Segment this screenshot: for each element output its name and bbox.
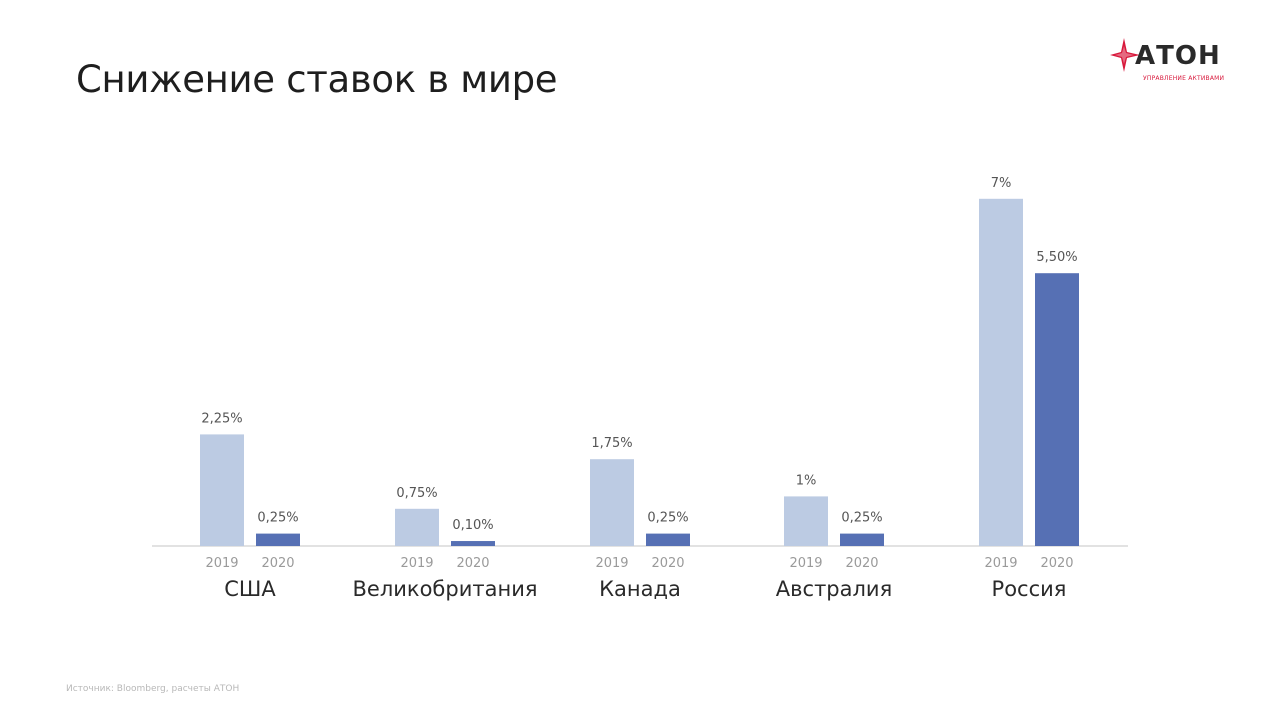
period-label-2019-3: 2019 <box>595 556 628 571</box>
category-label-1: США <box>224 577 276 601</box>
period-label-2020-4: 2020 <box>845 556 878 571</box>
period-label-2019-2: 2019 <box>400 556 433 571</box>
bar-2019-4 <box>784 496 828 546</box>
bar-2020-4 <box>840 533 884 546</box>
data-label-2019-2: 0,75% <box>396 486 437 501</box>
category-label-3: Канада <box>599 577 681 601</box>
period-label-2019-4: 2019 <box>789 556 822 571</box>
bar-2020-1 <box>256 533 300 546</box>
data-label-2019-1: 2,25% <box>201 411 242 426</box>
data-label-2020-1: 0,25% <box>257 511 298 526</box>
category-label-2: Великобритания <box>353 577 538 601</box>
brand-logo: АТОН Управление активами <box>1110 38 1230 88</box>
bar-2019-5 <box>979 198 1023 547</box>
period-label-2020-1: 2020 <box>261 556 294 571</box>
data-label-2019-3: 1,75% <box>591 436 632 451</box>
data-label-2019-5: 7% <box>991 176 1012 191</box>
period-label-2020-5: 2020 <box>1040 556 1073 571</box>
logo-tagline: Управление активами <box>1143 75 1225 82</box>
period-label-2020-2: 2020 <box>456 556 489 571</box>
period-label-2019-1: 2019 <box>205 556 238 571</box>
data-label-2020-4: 0,25% <box>841 511 882 526</box>
logo-wordmark: АТОН <box>1135 41 1221 71</box>
source-note: Источник: Bloomberg, расчеты АТОН <box>66 684 240 694</box>
data-label-2020-2: 0,10% <box>452 518 493 533</box>
bar-2020-3 <box>646 533 690 546</box>
period-label-2019-5: 2019 <box>984 556 1017 571</box>
bar-2020-2 <box>451 541 495 546</box>
bar-2019-2 <box>395 508 439 546</box>
period-label-2020-3: 2020 <box>651 556 684 571</box>
aton-star-icon <box>1110 38 1140 72</box>
category-label-5: Россия <box>992 577 1067 601</box>
bar-2019-1 <box>200 434 244 546</box>
bar-2019-3 <box>590 459 634 546</box>
bar-2020-5 <box>1035 273 1079 546</box>
data-label-2019-4: 1% <box>796 473 817 488</box>
category-label-4: Австралия <box>776 577 892 601</box>
data-label-2020-3: 0,25% <box>647 511 688 526</box>
data-label-2020-5: 5,50% <box>1036 250 1077 265</box>
page-title: Снижение ставок в мире <box>76 58 558 101</box>
